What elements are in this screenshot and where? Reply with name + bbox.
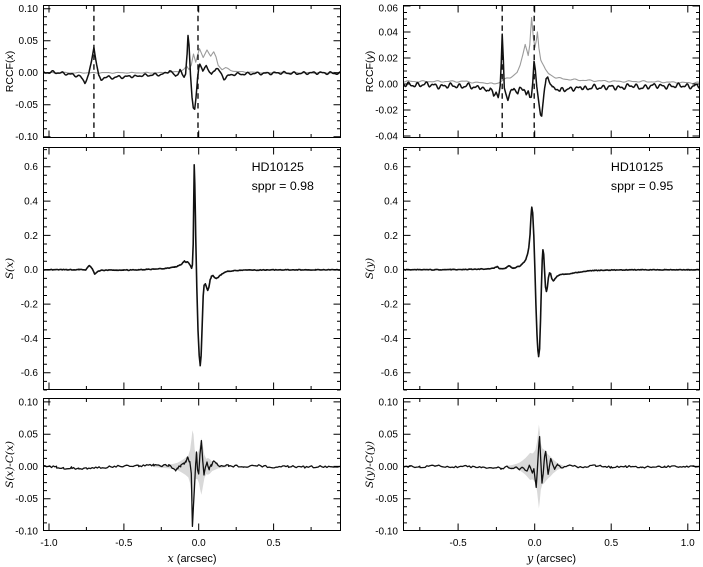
y-tick-label: -0.10	[15, 526, 38, 537]
y-tick-label: -0.10	[375, 526, 398, 537]
y-tick-label: 0.10	[19, 397, 39, 408]
tick-marks	[43, 147, 341, 391]
y-tick-label: 0.0	[24, 265, 38, 276]
y-tick-label: 0.00	[379, 79, 399, 90]
uncertainty-band	[507, 424, 564, 509]
plot-area-s-y	[404, 206, 699, 358]
y-tick-label: 0.2	[384, 231, 398, 242]
y-tick-label: -0.2	[21, 300, 39, 311]
y-tick-label: 0.10	[379, 397, 399, 408]
axes-frame	[403, 398, 700, 531]
calibrator-ccf	[404, 16, 699, 85]
y-tick-label: -0.10	[15, 132, 38, 143]
panel-s-y: 0.6 0.4 0.2 0.0 -0.2 -0.4 -0.6 S(y) HD10125 sppr …	[364, 147, 700, 391]
tick-marks	[43, 5, 341, 138]
axes-frame	[43, 5, 341, 138]
x-tick-label: 0.0	[192, 538, 206, 549]
tick-marks	[43, 398, 341, 531]
x-tick-label: -1.0	[40, 538, 58, 549]
y-tick-label: 0.10	[19, 4, 39, 15]
plot-area-rccf-y	[404, 16, 699, 117]
calibrator-ccf	[44, 48, 340, 74]
y-tick-label: -0.6	[21, 368, 39, 379]
sppr-label: sppr = 0.98	[252, 179, 314, 193]
panel-rccf-x: 0.10 0.05 0.00 -0.05 -0.10 RCCF(x)	[4, 4, 341, 143]
axes-frame	[403, 5, 700, 138]
axes-frame	[43, 398, 341, 531]
plot-area-sx-cx	[44, 430, 340, 528]
y-axis-title: S(x)	[4, 258, 16, 279]
sx-cx-residual	[44, 440, 340, 528]
x-tick-label: 0.5	[604, 538, 618, 549]
y-tick-label: 0.2	[24, 231, 38, 242]
y-tick-label: 0.00	[379, 462, 399, 473]
y-tick-label: 0.4	[384, 196, 398, 207]
y-tick-label: -0.05	[375, 494, 398, 505]
y-axis-title: S(y)	[364, 258, 376, 279]
x-tick-label: 0.5	[267, 538, 281, 549]
plot-area-sy-cy	[404, 424, 699, 509]
x-tick-label: -0.5	[115, 538, 133, 549]
y-tick-label: -0.6	[381, 368, 399, 379]
x-tick-label: -0.5	[449, 538, 467, 549]
y-tick-label: 0.0	[384, 265, 398, 276]
y-tick-label: 0.02	[379, 53, 399, 64]
y-tick-label: -0.02	[375, 105, 398, 116]
x-tick-label: 1.0	[681, 538, 695, 549]
y-tick-label: 0.05	[19, 430, 39, 441]
panel-sy-cy: 0.10 0.05 0.00 -0.05 -0.10 -0.5 0.0 0.5 1.0 S(y)-…	[364, 397, 700, 565]
y-tick-label: 0.00	[19, 462, 39, 473]
y-tick-label: -0.4	[21, 334, 39, 345]
y-tick-label: 0.6	[384, 162, 398, 173]
y-axis-title: RCCF(x)	[4, 51, 16, 92]
y-tick-label: -0.2	[381, 300, 399, 311]
s-y-curve	[404, 206, 699, 358]
y-tick-label: 0.06	[379, 3, 399, 14]
plot-area-rccf-x	[44, 34, 340, 110]
s-x-curve	[44, 164, 340, 367]
x-axis-title: x (arcsec)	[168, 552, 217, 565]
tick-marks	[403, 398, 700, 531]
panel-sx-cx: 0.10 0.05 0.00 -0.05 -0.10-1.0 -0.5 0.0 0.5 S(x)…	[4, 397, 341, 565]
y-axis-title: S(y)-C(y)	[364, 441, 376, 488]
x-axis-title: y (arcsec)	[526, 552, 576, 565]
tick-marks	[403, 5, 700, 138]
y-tick-label: 0.6	[24, 162, 38, 173]
y-tick-label: 0.04	[379, 27, 399, 38]
tick-marks	[403, 147, 700, 391]
plot-area-s-x	[44, 164, 340, 367]
x-tick-label: 0.0	[528, 538, 542, 549]
y-tick-label: 0.4	[24, 196, 38, 207]
y-tick-label: -0.04	[375, 131, 398, 142]
sy-cy-residual	[404, 435, 699, 489]
y-tick-label: -0.4	[381, 334, 399, 345]
y-tick-label: -0.05	[15, 100, 38, 111]
y-tick-label: 0.05	[379, 430, 399, 441]
y-axis-title: S(x)-C(x)	[4, 441, 16, 488]
rccf-y-curve	[404, 33, 699, 117]
star-id-label: HD10125	[611, 160, 663, 174]
panel-rccf-y: 0.06 0.04 0.02 0.00 -0.02 -0.04 RCCF(y)	[364, 3, 700, 142]
y-tick-label: 0.00	[19, 68, 39, 79]
star-id-label: HD10125	[252, 160, 304, 174]
sppr-label: sppr = 0.95	[611, 179, 673, 193]
axes-frame	[403, 147, 700, 390]
axes-frame	[43, 147, 341, 390]
y-tick-label: 0.05	[19, 36, 39, 47]
panel-s-x: 0.6 0.4 0.2 0.0 -0.2 -0.4 -0.6 S(x) HD10125 sppr …	[4, 147, 341, 391]
y-tick-label: -0.05	[15, 494, 38, 505]
y-axis-title: RCCF(y)	[364, 51, 376, 92]
